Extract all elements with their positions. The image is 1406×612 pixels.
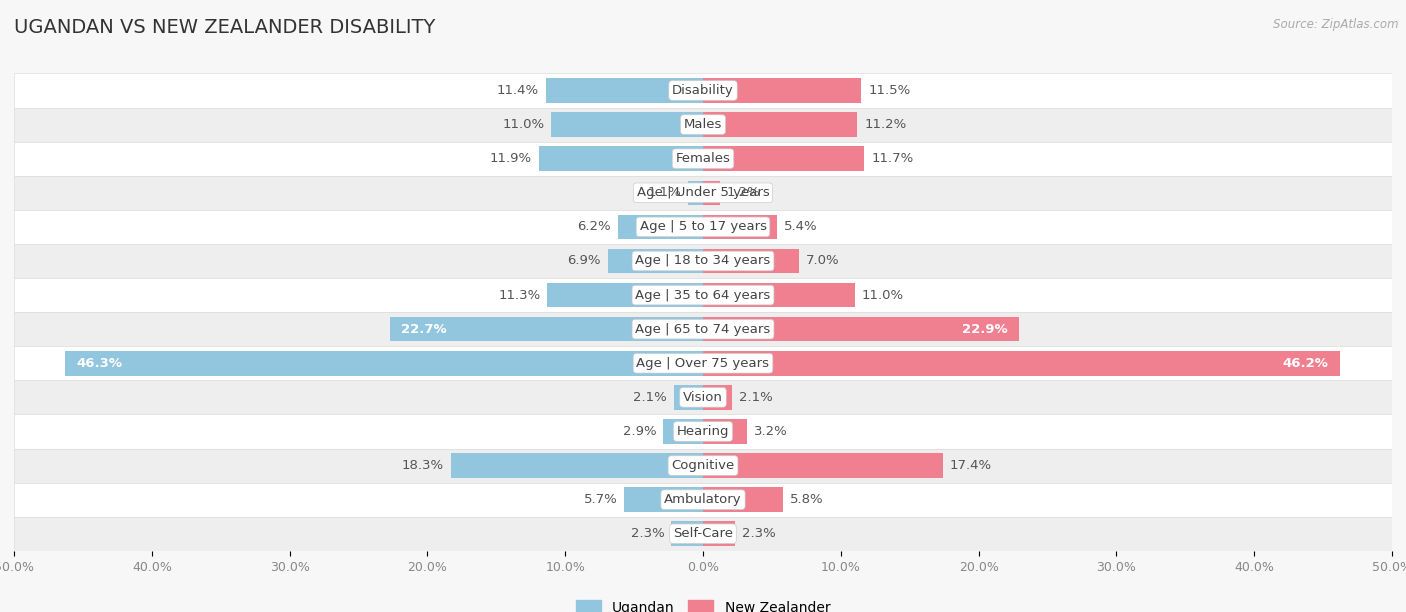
Text: Cognitive: Cognitive [672,459,734,472]
Text: Age | Over 75 years: Age | Over 75 years [637,357,769,370]
Text: 11.2%: 11.2% [865,118,907,131]
Bar [14,517,1392,551]
Bar [671,521,703,546]
Bar [703,487,783,512]
Bar [538,146,703,171]
Bar [14,176,1392,210]
Bar [688,181,703,205]
Text: Ambulatory: Ambulatory [664,493,742,506]
Legend: Ugandan, New Zealander: Ugandan, New Zealander [571,594,835,612]
Text: 5.7%: 5.7% [583,493,617,506]
Text: 6.2%: 6.2% [576,220,610,233]
Text: 17.4%: 17.4% [949,459,991,472]
Bar [391,317,703,341]
Text: 18.3%: 18.3% [402,459,444,472]
Text: 11.7%: 11.7% [872,152,914,165]
Text: 11.0%: 11.0% [862,289,904,302]
Bar [703,453,943,478]
Bar [14,483,1392,517]
Bar [703,215,778,239]
Text: 3.2%: 3.2% [754,425,787,438]
Text: 22.9%: 22.9% [962,323,1008,335]
Text: 22.7%: 22.7% [401,323,447,335]
Bar [624,487,703,512]
Bar [65,351,703,376]
Bar [14,414,1392,449]
Bar [547,283,703,307]
Text: Age | 5 to 17 years: Age | 5 to 17 years [640,220,766,233]
Text: 1.2%: 1.2% [727,186,761,200]
Text: 2.3%: 2.3% [631,528,665,540]
Bar [703,113,858,137]
Text: Age | Under 5 years: Age | Under 5 years [637,186,769,200]
Text: Hearing: Hearing [676,425,730,438]
Bar [14,141,1392,176]
Text: 2.3%: 2.3% [741,528,775,540]
Text: Age | 65 to 74 years: Age | 65 to 74 years [636,323,770,335]
Text: 5.8%: 5.8% [790,493,824,506]
Text: UGANDAN VS NEW ZEALANDER DISABILITY: UGANDAN VS NEW ZEALANDER DISABILITY [14,18,436,37]
Bar [703,317,1018,341]
Text: 6.9%: 6.9% [568,255,600,267]
Bar [703,385,733,409]
Bar [14,244,1392,278]
Bar [607,248,703,273]
Bar [546,78,703,103]
Bar [664,419,703,444]
Bar [451,453,703,478]
Bar [703,181,720,205]
Bar [551,113,703,137]
Text: 7.0%: 7.0% [807,255,839,267]
Text: 11.5%: 11.5% [869,84,911,97]
Text: 2.1%: 2.1% [634,391,668,404]
Bar [703,521,735,546]
Text: 5.4%: 5.4% [785,220,818,233]
Bar [703,283,855,307]
Text: 46.2%: 46.2% [1282,357,1329,370]
Text: Age | 35 to 64 years: Age | 35 to 64 years [636,289,770,302]
Text: 11.9%: 11.9% [491,152,531,165]
Bar [703,78,862,103]
Text: Vision: Vision [683,391,723,404]
Bar [14,380,1392,414]
Text: 11.3%: 11.3% [498,289,540,302]
Bar [14,449,1392,483]
Text: 2.9%: 2.9% [623,425,657,438]
Text: Age | 18 to 34 years: Age | 18 to 34 years [636,255,770,267]
Bar [703,146,865,171]
Bar [14,278,1392,312]
Text: 11.0%: 11.0% [502,118,544,131]
Text: 2.1%: 2.1% [738,391,772,404]
Bar [14,210,1392,244]
Bar [703,248,800,273]
Text: Source: ZipAtlas.com: Source: ZipAtlas.com [1274,18,1399,31]
Bar [703,351,1340,376]
Bar [14,73,1392,108]
Text: 11.4%: 11.4% [496,84,538,97]
Text: 46.3%: 46.3% [76,357,122,370]
Bar [14,108,1392,141]
Bar [617,215,703,239]
Bar [14,312,1392,346]
Text: Disability: Disability [672,84,734,97]
Text: Self-Care: Self-Care [673,528,733,540]
Text: 1.1%: 1.1% [647,186,681,200]
Text: Females: Females [675,152,731,165]
Bar [703,419,747,444]
Bar [14,346,1392,380]
Text: Males: Males [683,118,723,131]
Bar [673,385,703,409]
